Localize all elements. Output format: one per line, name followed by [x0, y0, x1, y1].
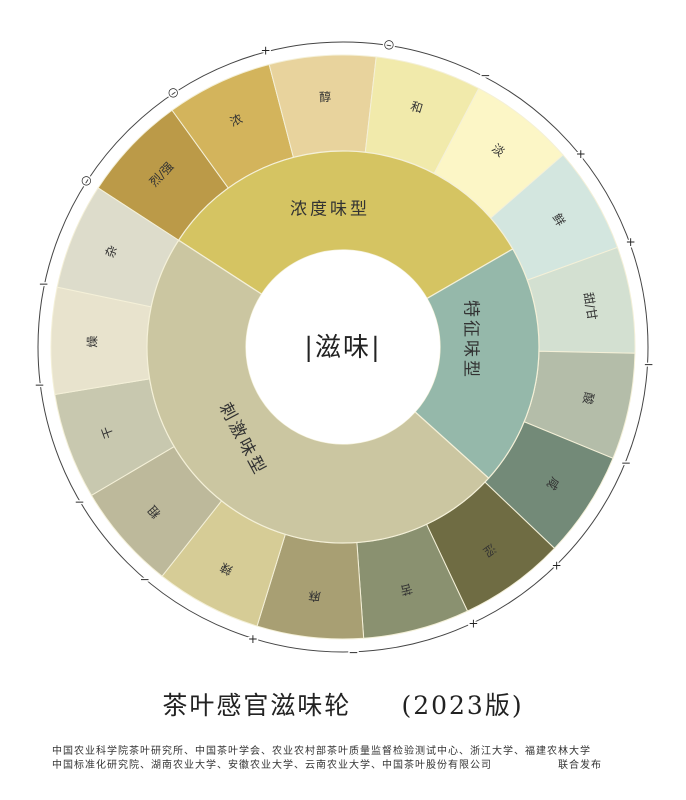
rim-mark: ○ — [81, 173, 91, 187]
rim-mark: + — [626, 235, 636, 249]
center-circle — [246, 250, 440, 444]
publisher-line-2-text: 中国标准化研究院、湖南农业大学、安徽农业大学、云南农业大学、中国茶叶股份有限公司 — [52, 760, 492, 771]
outer-segment-label: 甜/甘 — [581, 291, 599, 321]
outer-segment-label: 和 — [409, 99, 425, 116]
publisher-line-2: 中国标准化研究院、湖南农业大学、安徽农业大学、云南农业大学、中国茶叶股份有限公司… — [52, 756, 642, 771]
rim-mark: + — [261, 43, 271, 57]
rim-mark: − — [480, 69, 490, 83]
rim-mark: − — [621, 456, 631, 470]
rim-mark: + — [576, 147, 586, 161]
outer-segment-label: 麻 — [308, 588, 322, 604]
outer-segment-label: 浓 — [228, 112, 245, 130]
inner-label-characteristic: 特征味型 — [461, 300, 481, 380]
rim-mark: − — [643, 357, 653, 371]
rim-mark: − — [348, 645, 358, 659]
outer-segment-label: 杂 — [103, 243, 121, 259]
wheel-title: 茶叶感官滋味轮 (2023版) — [0, 686, 686, 722]
outer-segment-label: 醇 — [319, 89, 332, 105]
outer-segment-label: 苦 — [399, 581, 414, 598]
rim-mark: − — [140, 572, 150, 586]
rim-mark: + — [248, 632, 258, 646]
outer-segment-label: 酸 — [580, 391, 597, 406]
publish-note: 联合发布 — [558, 760, 602, 771]
outer-segment-label: 干 — [99, 424, 116, 440]
rim-mark: + — [552, 559, 562, 573]
outer-segment-label: 燥 — [85, 335, 99, 347]
outer-segment-label: 辣 — [218, 560, 235, 578]
rim-mark: ○ — [168, 85, 178, 99]
publisher-line-1: 中国农业科学院茶叶研究所、中国茶叶学会、农业农村部茶叶质量监督检验测试中心、浙江… — [52, 746, 591, 757]
title-text: 茶叶感官滋味轮 — [162, 691, 352, 720]
rim-mark: − — [74, 495, 84, 509]
rim-mark: − — [38, 277, 48, 291]
center-label: |滋味| — [304, 333, 382, 363]
edition-text: (2023版) — [401, 691, 524, 720]
rim-mark: ○ — [384, 37, 394, 51]
inner-label-concentration: 浓度味型 — [290, 200, 370, 220]
rim-mark: − — [34, 378, 44, 392]
taste-wheel: 烈/强○浓○ 醇+和○淡−鲜+甜/甘+酸−咸−涩+苦+麻−辣+粗−干−燥−杂−浓度… — [33, 35, 655, 660]
outer-rim-circle — [37, 41, 649, 653]
rim-mark: + — [468, 616, 478, 630]
